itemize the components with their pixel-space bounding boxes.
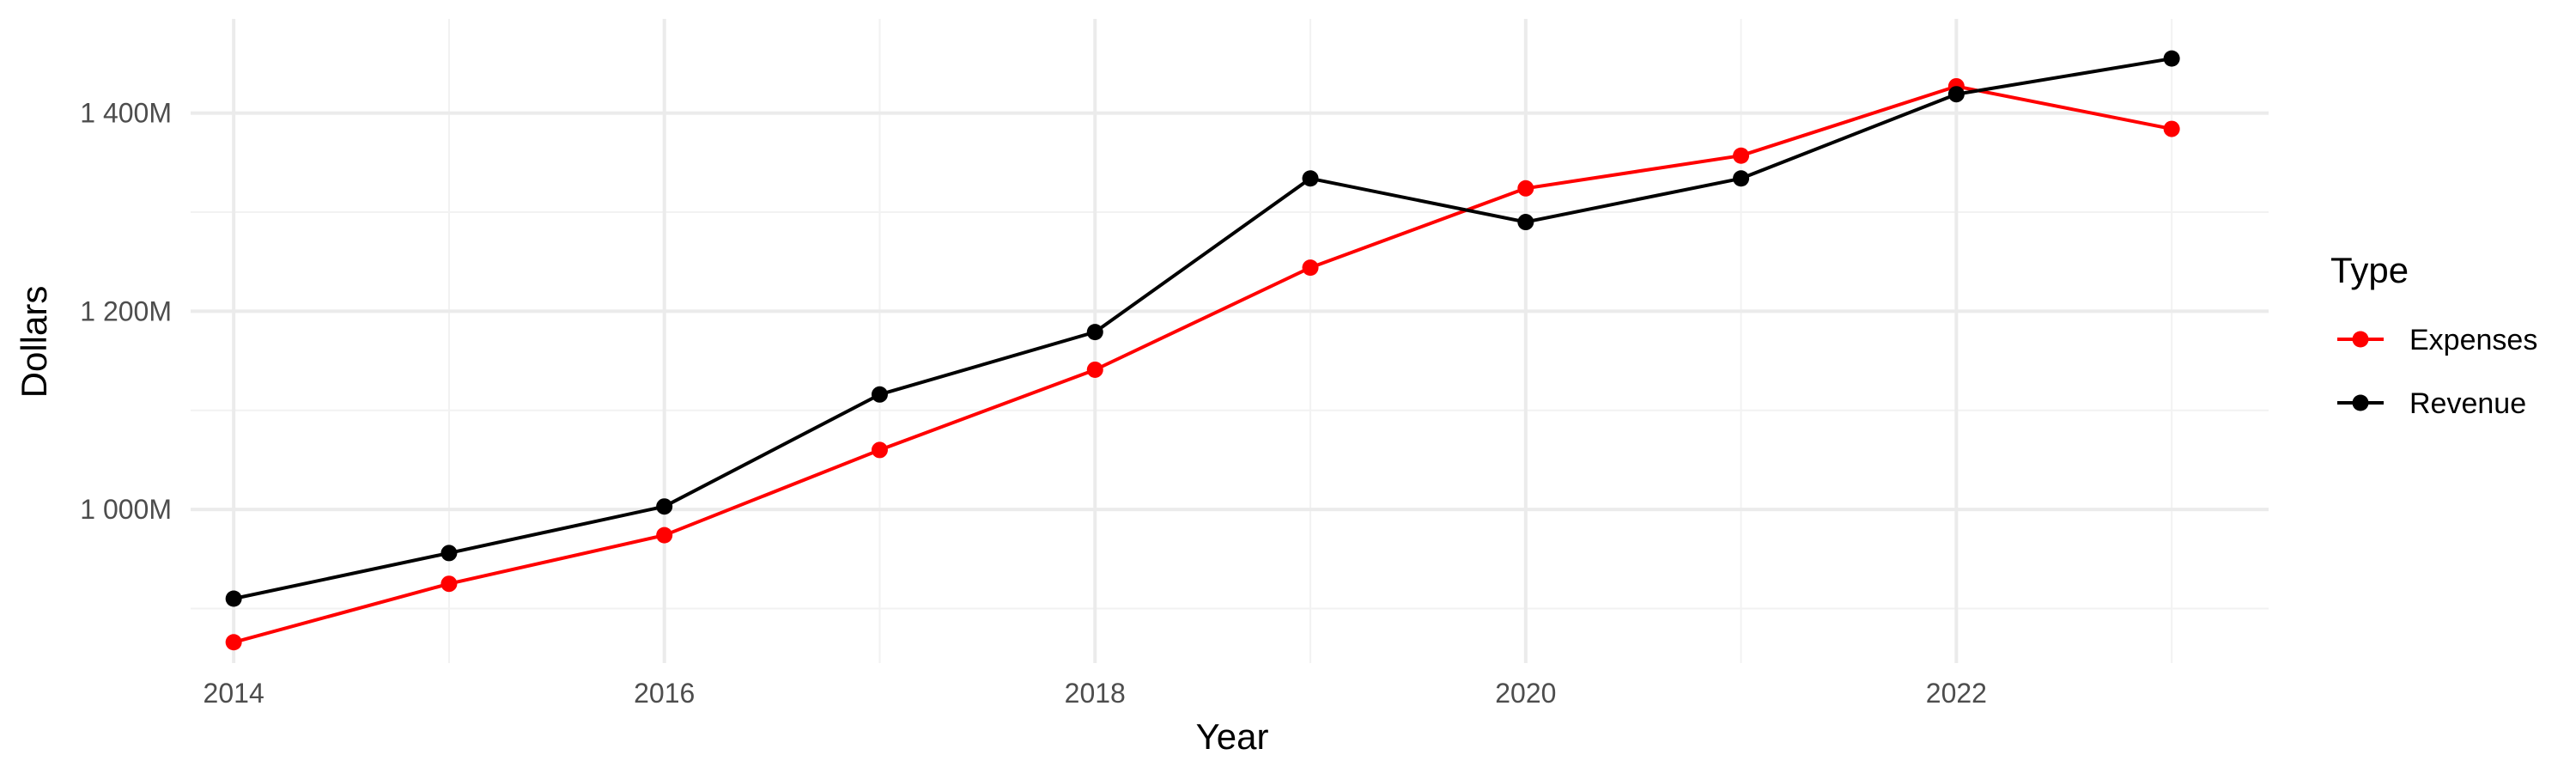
- x-tick-label: 2018: [1065, 678, 1126, 709]
- revenue-data-point: [440, 545, 458, 562]
- legend-key-point: [2352, 331, 2369, 348]
- expenses-data-point: [1733, 147, 1750, 164]
- legend-key-point: [2352, 394, 2369, 411]
- revenue-data-point: [1733, 170, 1750, 187]
- y-tick-label: 1 200M: [80, 295, 172, 326]
- revenue-data-point: [656, 498, 673, 515]
- expenses-data-point: [440, 575, 458, 593]
- expenses-data-point: [1086, 361, 1103, 378]
- expenses-data-point: [225, 634, 242, 651]
- expenses-data-point: [871, 441, 888, 459]
- major-vertical-gridlines: [232, 19, 1959, 663]
- legend-label: Revenue: [2409, 387, 2526, 420]
- legend-item-revenue: Revenue: [2337, 387, 2526, 420]
- y-tick-label: 1 400M: [80, 98, 172, 129]
- expenses-series-line: [233, 84, 2172, 644]
- revenue-data-point: [1947, 86, 1965, 103]
- legend-title: Type: [2330, 250, 2409, 290]
- y-tick-label: 1 000M: [80, 494, 172, 525]
- series-points: [225, 50, 2180, 651]
- major-horizontal-gridlines: [191, 111, 2269, 512]
- expenses-data-point: [1302, 259, 1319, 277]
- x-tick-label: 2014: [204, 678, 264, 709]
- y-axis-tick-labels: 1 000M 1 200M 1 400M: [80, 98, 172, 526]
- x-tick-label: 2020: [1495, 678, 1556, 709]
- revenue-data-point: [225, 590, 242, 607]
- x-tick-label: 2016: [634, 678, 695, 709]
- expenses-data-point: [1517, 180, 1534, 197]
- legend-item-expenses: Expenses: [2337, 324, 2537, 356]
- legend: Type Expenses Revenue: [2330, 250, 2537, 420]
- revenue-data-point: [1086, 324, 1103, 341]
- x-tick-label: 2022: [1926, 678, 1987, 709]
- x-axis-tick-labels: 2014 2016 2018 2020 2022: [204, 678, 1987, 709]
- revenue-data-point: [871, 386, 888, 403]
- revenue-data-point: [2163, 50, 2180, 67]
- expenses-data-point: [2163, 120, 2180, 137]
- expenses-data-point: [656, 526, 673, 544]
- series-lines: [233, 57, 2172, 644]
- minor-horizontal-gridlines: [191, 211, 2269, 610]
- x-axis-title: Year: [1196, 716, 1269, 757]
- revenue-data-point: [1302, 170, 1319, 187]
- y-axis-title: Dollars: [14, 286, 54, 399]
- legend-items: Expenses Revenue: [2337, 324, 2537, 420]
- legend-label: Expenses: [2409, 324, 2537, 356]
- revenue-series-line: [233, 57, 2172, 600]
- revenue-data-point: [1517, 214, 1534, 231]
